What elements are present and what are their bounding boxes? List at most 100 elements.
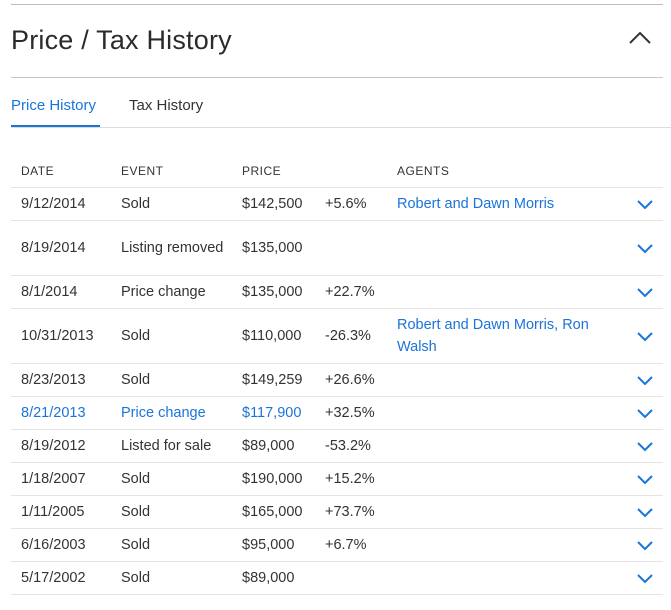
row-date: 6/16/2003 — [11, 528, 111, 562]
chevron-down-icon — [637, 541, 653, 551]
expand-row-button[interactable] — [635, 241, 655, 255]
row-event: Sold — [111, 528, 232, 562]
row-date: 9/12/2014 — [11, 187, 111, 221]
table-row[interactable]: 8/19/2012 Listed for sale $89,000 -53.2% — [11, 429, 663, 463]
row-date: 1/11/2005 — [11, 495, 111, 529]
row-event: Sold — [111, 462, 232, 496]
table-row[interactable]: 5/17/2002 Sold $89,000 — [11, 561, 663, 595]
row-expand-cell — [627, 363, 663, 397]
row-date: 8/23/2013 — [11, 363, 111, 397]
expand-row-button[interactable] — [635, 373, 655, 387]
row-event: Sold — [111, 363, 232, 397]
header-change — [315, 155, 387, 188]
row-price: $135,000 — [232, 275, 315, 309]
chevron-down-icon — [637, 376, 653, 386]
row-date: 8/1/2014 — [11, 275, 111, 309]
row-date: 8/19/2012 — [11, 429, 111, 463]
row-agents-cell — [387, 429, 627, 463]
row-agents-cell — [387, 528, 627, 562]
expand-row-button[interactable] — [635, 439, 655, 453]
row-expand-cell — [627, 396, 663, 430]
row-change: +5.6% — [315, 187, 387, 221]
price-history-table: DATE EVENT PRICE AGENTS 9/12/2014 Sold $… — [11, 155, 663, 595]
row-change: +32.5% — [315, 396, 387, 430]
expand-row-button[interactable] — [635, 197, 655, 211]
table-row[interactable]: 8/19/2014 Listing removed $135,000 — [11, 220, 663, 276]
row-change: +26.6% — [315, 363, 387, 397]
header-price: PRICE — [232, 155, 315, 188]
panel-title: Price / Tax History — [11, 25, 232, 55]
chevron-down-icon — [637, 442, 653, 452]
row-change: +6.7% — [315, 528, 387, 562]
expand-row-button[interactable] — [635, 406, 655, 420]
table-row[interactable]: 8/21/2013 Price change $117,900 +32.5% — [11, 396, 663, 430]
row-expand-cell — [627, 429, 663, 463]
expand-row-button[interactable] — [635, 472, 655, 486]
chevron-down-icon — [637, 244, 653, 254]
row-agents-cell — [387, 462, 627, 496]
row-event: Listed for sale — [111, 429, 232, 463]
chevron-down-icon — [637, 475, 653, 485]
expand-row-button[interactable] — [635, 571, 655, 585]
row-expand-cell — [627, 462, 663, 496]
table-row[interactable]: 1/18/2007 Sold $190,000 +15.2% — [11, 462, 663, 496]
row-event: Sold — [111, 495, 232, 529]
row-expand-cell — [627, 308, 663, 364]
row-date: 10/31/2013 — [11, 308, 111, 364]
top-divider — [11, 4, 663, 5]
row-event: Price change — [111, 396, 232, 430]
table-row[interactable]: 8/1/2014 Price change $135,000 +22.7% — [11, 275, 663, 309]
row-price: $89,000 — [232, 429, 315, 463]
row-price: $117,900 — [232, 396, 315, 430]
row-change — [315, 561, 387, 595]
tab-tax-history[interactable]: Tax History — [129, 97, 204, 114]
agent-link[interactable]: Robert and Dawn Morris, Ron Walsh — [397, 317, 589, 355]
expand-row-button[interactable] — [635, 329, 655, 343]
row-event: Sold — [111, 308, 232, 364]
header-agents: AGENTS — [387, 155, 627, 188]
header-date: DATE — [11, 155, 111, 188]
row-agents-cell: Robert and Dawn Morris, Ron Walsh — [387, 308, 627, 364]
row-date: 1/18/2007 — [11, 462, 111, 496]
row-expand-cell — [627, 528, 663, 562]
row-agents-cell — [387, 275, 627, 309]
chevron-down-icon — [637, 332, 653, 342]
table-row[interactable]: 1/11/2005 Sold $165,000 +73.7% — [11, 495, 663, 529]
row-event: Listing removed — [111, 220, 232, 276]
expand-row-button[interactable] — [635, 538, 655, 552]
table-header-row: DATE EVENT PRICE AGENTS — [11, 155, 663, 188]
row-agents-cell: Robert and Dawn Morris — [387, 187, 627, 221]
panel-header: Price / Tax History — [11, 5, 663, 78]
tab-price-history[interactable]: Price History — [11, 78, 100, 127]
table-row[interactable]: 10/31/2013 Sold $110,000 -26.3% Robert a… — [11, 308, 663, 364]
collapse-button[interactable] — [627, 27, 653, 51]
header-event: EVENT — [111, 155, 232, 188]
table-row[interactable]: 8/23/2013 Sold $149,259 +26.6% — [11, 363, 663, 397]
row-price: $149,259 — [232, 363, 315, 397]
table-row[interactable]: 9/12/2014 Sold $142,500 +5.6% Robert and… — [11, 187, 663, 221]
row-event: Sold — [111, 187, 232, 221]
row-agents-cell — [387, 363, 627, 397]
row-date: 5/17/2002 — [11, 561, 111, 595]
row-expand-cell — [627, 187, 663, 221]
row-change: +15.2% — [315, 462, 387, 496]
expand-row-button[interactable] — [635, 505, 655, 519]
row-price: $110,000 — [232, 308, 315, 364]
row-date: 8/21/2013 — [11, 396, 111, 430]
table-row[interactable]: 6/16/2003 Sold $95,000 +6.7% — [11, 528, 663, 562]
expand-row-button[interactable] — [635, 285, 655, 299]
row-expand-cell — [627, 495, 663, 529]
history-tabs: Price History Tax History — [11, 78, 671, 128]
row-change — [315, 220, 387, 276]
table-body: 9/12/2014 Sold $142,500 +5.6% Robert and… — [11, 187, 663, 595]
chevron-down-icon — [637, 508, 653, 518]
chevron-down-icon — [637, 409, 653, 419]
row-change: -53.2% — [315, 429, 387, 463]
row-price: $190,000 — [232, 462, 315, 496]
chevron-down-icon — [637, 200, 653, 210]
row-expand-cell — [627, 220, 663, 276]
row-agents-cell — [387, 495, 627, 529]
row-price: $95,000 — [232, 528, 315, 562]
row-price: $135,000 — [232, 220, 315, 276]
agent-link[interactable]: Robert and Dawn Morris — [397, 196, 555, 212]
